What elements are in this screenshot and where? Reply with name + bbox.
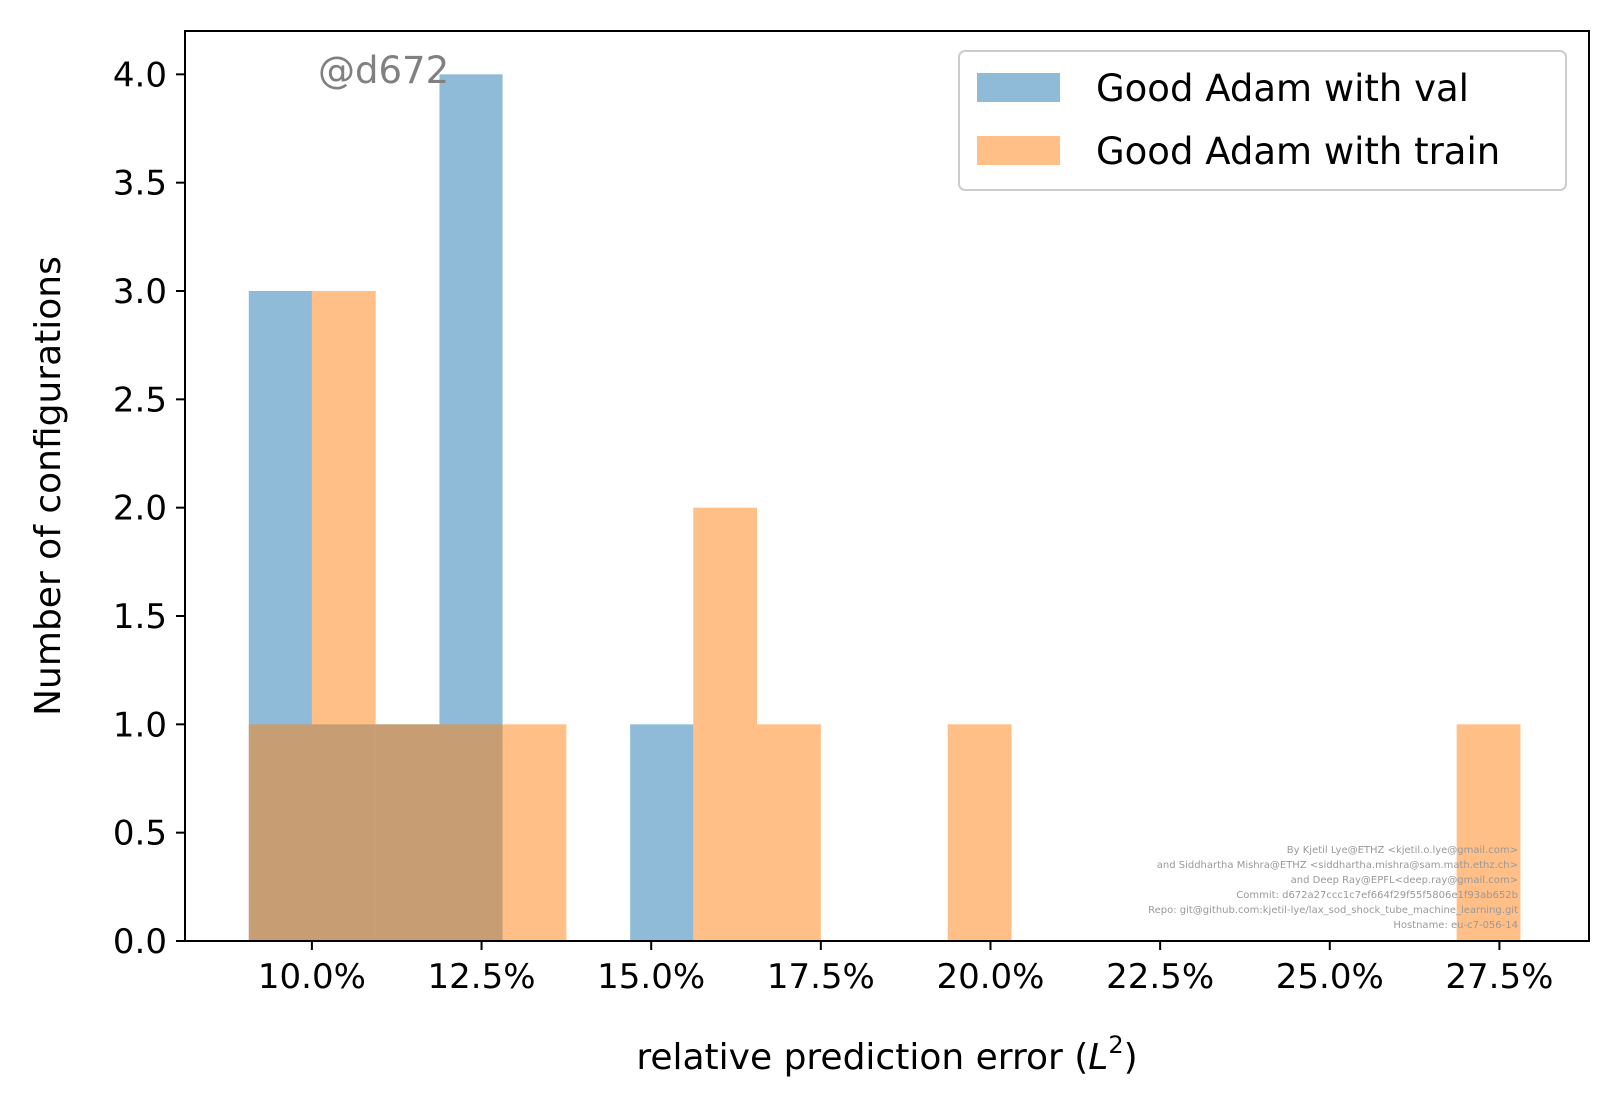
bar-series-1-bin-5 xyxy=(693,507,758,941)
y-tick-label: 3.0 xyxy=(113,272,167,312)
y-tick-label: 2.0 xyxy=(113,489,167,529)
bar-series-1-bin-2 xyxy=(375,724,440,941)
x-tick-label: 15.0% xyxy=(597,957,705,997)
bar-series-0-bin-4 xyxy=(630,724,694,941)
y-tick-label: 1.5 xyxy=(113,597,167,637)
bar-series-1-bin-4 xyxy=(502,724,567,941)
credit-line-3: and Deep Ray@EPFL<deep.ray@gmail.com> xyxy=(1291,875,1518,886)
credit-line-2: and Siddhartha Mishra@ETHZ <siddhartha.m… xyxy=(1157,860,1518,871)
x-tick-label: 12.5% xyxy=(428,957,536,997)
x-axis-label-math: L xyxy=(1088,1037,1108,1078)
x-tick-label: 25.0% xyxy=(1276,957,1384,997)
credit-line-4: Commit: d672a27ccc1c7ef664f29f55f5806e1f… xyxy=(1236,890,1518,901)
bar-series-1-bin-0 xyxy=(248,724,312,941)
x-axis-label-text: relative prediction error ( xyxy=(636,1037,1088,1078)
y-tick-label: 0.5 xyxy=(113,814,167,854)
bar-series-1-bin-1 xyxy=(311,291,376,941)
legend-label-val: Good Adam with val xyxy=(1096,67,1469,110)
bar-series-1-bin-7 xyxy=(947,724,1012,941)
histogram-bars xyxy=(248,74,1521,942)
y-tick-label: 2.5 xyxy=(113,380,167,420)
x-tick-label: 27.5% xyxy=(1445,957,1553,997)
legend-swatch-val xyxy=(977,73,1060,102)
y-axis-label: Number of configurations xyxy=(28,256,69,716)
x-tick-label: 22.5% xyxy=(1106,957,1214,997)
y-axis-ticks: 0.0 0.5 1.0 1.5 2.0 2.5 3.0 3.5 4.0 xyxy=(113,55,185,962)
bar-series-1-bin-8 xyxy=(1456,724,1521,941)
legend-swatch-train xyxy=(977,136,1060,165)
bar-series-1-bin-6 xyxy=(757,724,821,941)
plot-area-frame xyxy=(184,30,1590,942)
y-tick-label: 3.5 xyxy=(113,164,167,204)
credits-block: By Kjetil Lye@ETHZ <kjetil.o.lye@gmail.c… xyxy=(1148,845,1518,931)
credit-line-6: Hostname: eu-c7-056-14 xyxy=(1393,920,1518,931)
x-tick-label: 17.5% xyxy=(767,957,875,997)
x-axis-label-close: ) xyxy=(1124,1037,1138,1078)
legend: Good Adam with val Good Adam with train xyxy=(958,50,1567,191)
y-tick-label: 0.0 xyxy=(113,922,167,962)
watermark-label: @d672 xyxy=(318,49,449,92)
x-tick-label: 10.0% xyxy=(258,957,366,997)
x-axis-label-superscript: 2 xyxy=(1108,1031,1123,1059)
legend-label-train: Good Adam with train xyxy=(1096,130,1500,173)
y-tick-label: 4.0 xyxy=(113,55,167,95)
legend-box xyxy=(958,50,1567,191)
bar-series-1-bin-3 xyxy=(439,724,503,941)
credit-line-1: By Kjetil Lye@ETHZ <kjetil.o.lye@gmail.c… xyxy=(1287,845,1518,856)
x-axis-label: relative prediction error (L2) xyxy=(636,1031,1137,1078)
credit-line-5: Repo: git@github.com:kjetil-lye/lax_sod_… xyxy=(1148,905,1518,916)
x-axis-ticks: 10.0% 12.5% 15.0% 17.5% 20.0% 22.5% 25.0% 27.5% xyxy=(258,941,1553,997)
y-tick-label: 1.0 xyxy=(113,705,167,745)
x-tick-label: 20.0% xyxy=(936,957,1044,997)
